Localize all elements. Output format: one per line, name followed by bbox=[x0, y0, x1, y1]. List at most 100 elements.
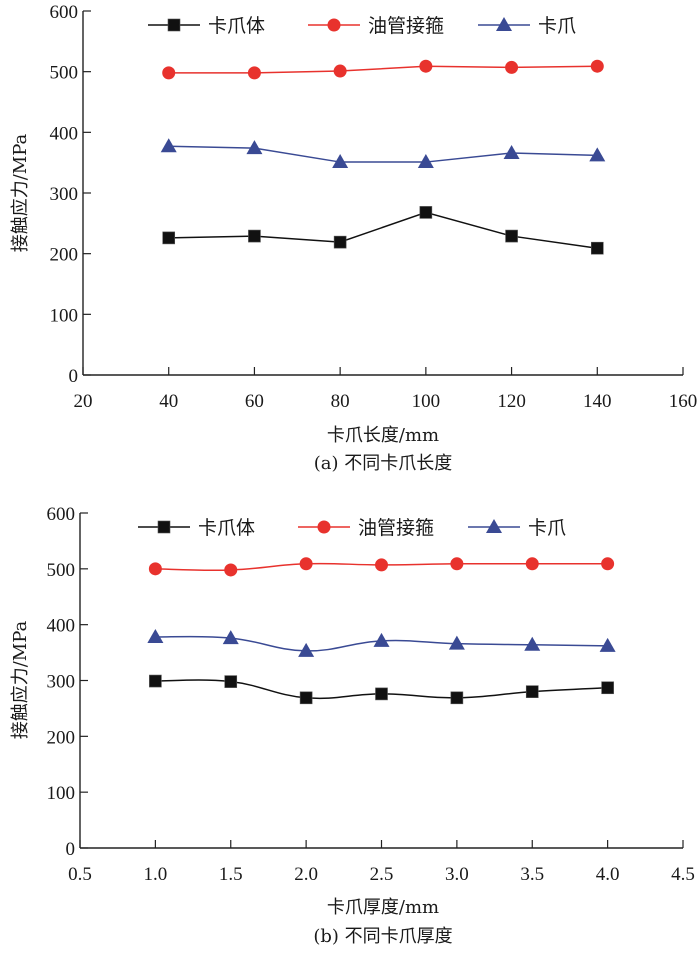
chart-b-x-tick-label: 4.0 bbox=[596, 864, 620, 885]
chart-b-x-tick-label: 0.5 bbox=[68, 864, 92, 885]
chart-a-legend-marker-square bbox=[167, 18, 181, 32]
chart-a-series-square-point bbox=[162, 231, 176, 245]
chart-a-y-tick-label: 600 bbox=[50, 2, 79, 23]
chart-b-series-circle-point bbox=[375, 558, 388, 572]
chart-a-x-tick-label: 120 bbox=[497, 391, 526, 412]
chart-b-x-tick-label: 4.5 bbox=[671, 864, 695, 885]
chart-b-ylabel: 接触应力/MPa bbox=[10, 620, 31, 739]
chart-b-series-square-point bbox=[450, 691, 464, 705]
chart-a-series-square-line bbox=[168, 211, 598, 249]
chart-b-xlabel: 卡爪厚度/mm bbox=[327, 897, 439, 918]
chart-a-legend: 卡爪体 油管接箍 卡爪 bbox=[148, 15, 576, 37]
chart-b-series-square-point bbox=[525, 685, 539, 698]
chart-b-x-tick-label: 1.0 bbox=[144, 864, 168, 885]
chart-a-y-tick-label: 200 bbox=[50, 245, 79, 266]
chart-a-x-tick-label: 60 bbox=[245, 391, 264, 412]
chart-a-series bbox=[160, 59, 606, 255]
chart-b-series-circle-point bbox=[224, 563, 238, 577]
chart-b-series-triangle-point bbox=[147, 628, 164, 643]
chart-b-series bbox=[147, 557, 616, 705]
chart-a-series-square-point bbox=[590, 241, 604, 255]
chart-a-x-tick-label: 160 bbox=[669, 391, 698, 412]
chart-b-y-tick-label: 300 bbox=[47, 672, 76, 693]
chart-b-series-square-point bbox=[224, 675, 238, 688]
chart-a-y-tick-label: 0 bbox=[69, 366, 79, 387]
chart-a-series-circle-point bbox=[162, 66, 176, 80]
chart-b-y-tick-label: 400 bbox=[47, 616, 76, 637]
chart-a-x-tick-label: 80 bbox=[331, 391, 350, 412]
chart-a-series-triangle-line bbox=[168, 145, 598, 163]
chart-a-series-triangle-point bbox=[503, 144, 520, 159]
chart-b-series-triangle-point bbox=[448, 635, 465, 650]
chart-b-x-tick-label: 2.0 bbox=[294, 864, 318, 885]
chart-b-series-triangle-point bbox=[222, 630, 239, 645]
chart-a-x-tick-label: 20 bbox=[74, 391, 93, 412]
chart-b-series-triangle-point bbox=[524, 636, 541, 651]
chart-b-y-tick-label: 600 bbox=[47, 504, 76, 525]
chart-a-caption: (a) 不同卡爪长度 bbox=[314, 453, 453, 474]
chart-a-y-tick-label: 300 bbox=[50, 184, 79, 205]
chart-a-legend-marker-triangle bbox=[496, 17, 512, 31]
chart-b-legend-marker-square bbox=[157, 520, 171, 534]
chart-b-series-square-point bbox=[299, 691, 313, 705]
chart-b-series-circle-point bbox=[450, 557, 464, 571]
chart-b-legend-marker-circle bbox=[317, 520, 331, 534]
chart-b-series-circle-point bbox=[148, 562, 162, 576]
chart-a-series-square-point bbox=[505, 229, 518, 243]
chart-b-x-tick-label: 3.0 bbox=[445, 864, 469, 885]
chart-a-y-tick-label: 100 bbox=[50, 305, 79, 326]
chart-a-legend-marker-circle bbox=[327, 18, 341, 32]
chart-a-series-circle-point bbox=[590, 59, 604, 73]
chart-a-series-circle-point bbox=[247, 66, 261, 80]
chart-a-xlabel: 卡爪长度/mm bbox=[327, 425, 439, 446]
chart-a-legend-label: 油管接箍 bbox=[368, 15, 444, 37]
chart-b: 0 100 200 300 400 500 600 0.5 1.0 1.5 2.0 2.5 3.0 3.5… bbox=[10, 504, 695, 947]
chart-b-series-circle-point bbox=[601, 557, 615, 571]
chart-a-x-tick-label: 40 bbox=[159, 391, 178, 412]
chart-b-x-tick-label: 2.5 bbox=[370, 864, 394, 885]
chart-a-series-triangle-point bbox=[589, 147, 606, 162]
chart-a-series-square-point bbox=[248, 229, 261, 243]
chart-a-series-square-point bbox=[333, 235, 347, 249]
chart-b-legend-marker-triangle bbox=[486, 519, 502, 533]
chart-a-series-triangle-point bbox=[332, 154, 349, 169]
chart-a-series-circle-point bbox=[505, 60, 519, 74]
chart-b-series-triangle-point bbox=[373, 632, 390, 647]
chart-b-series-triangle-point bbox=[298, 642, 315, 657]
chart-a-series-square-point bbox=[419, 206, 433, 219]
chart-b-series-circle-point bbox=[299, 557, 313, 571]
chart-a-axes: 0 100 200 300 400 500 600 20 40 60 80 100 120 140 160 bbox=[50, 2, 698, 412]
chart-a-series-circle-line bbox=[168, 65, 598, 74]
chart-b-y-tick-label: 200 bbox=[47, 727, 76, 748]
chart-a-legend-label: 卡爪体 bbox=[208, 15, 265, 37]
chart-b-y-tick-label: 0 bbox=[66, 839, 76, 860]
chart-b-x-tick-label: 3.5 bbox=[520, 864, 544, 885]
chart-b-legend-label: 卡爪 bbox=[528, 517, 566, 539]
chart-a-x-tick-label: 100 bbox=[412, 391, 441, 412]
chart-b-series-circle-point bbox=[525, 557, 539, 571]
chart-b-y-tick-label: 100 bbox=[47, 783, 76, 804]
chart-a-legend-label: 卡爪 bbox=[538, 15, 576, 37]
chart-b-series-triangle-point bbox=[599, 637, 616, 652]
chart-a-series-triangle-point bbox=[417, 154, 434, 169]
chart-a-series-triangle-point bbox=[160, 138, 177, 153]
chart-a-series-circle-point bbox=[419, 59, 433, 73]
chart-b-y-tick-label: 500 bbox=[47, 560, 76, 581]
chart-b-x-tick-label: 1.5 bbox=[219, 864, 243, 885]
chart-a-ylabel: 接触应力/MPa bbox=[10, 133, 31, 252]
chart-a-series-circle-point bbox=[333, 64, 347, 78]
chart-b-legend-label: 油管接箍 bbox=[358, 517, 434, 539]
chart-a-y-tick-label: 400 bbox=[50, 123, 79, 144]
chart-b-legend: 卡爪体 油管接箍 卡爪 bbox=[138, 517, 566, 539]
chart-b-series-square-point bbox=[375, 687, 388, 701]
chart-b-series-square-point bbox=[149, 674, 162, 688]
chart-b-series-square-point bbox=[601, 681, 614, 695]
chart-a-x-tick-label: 140 bbox=[583, 391, 612, 412]
chart-b-caption: (b) 不同卡爪厚度 bbox=[313, 926, 452, 947]
chart-b-axes: 0 100 200 300 400 500 600 0.5 1.0 1.5 2.0 2.5 3.0 3.5… bbox=[47, 504, 695, 885]
chart-a-y-tick-label: 500 bbox=[50, 63, 79, 84]
chart-b-legend-label: 卡爪体 bbox=[198, 517, 255, 539]
chart-a-series-triangle-point bbox=[246, 140, 263, 155]
